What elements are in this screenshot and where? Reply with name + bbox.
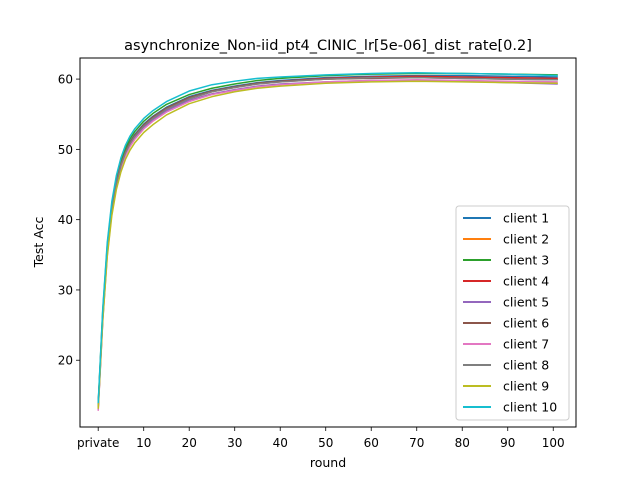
legend-item: client 5 [463, 295, 549, 310]
y-tick-label: 20 [58, 354, 73, 368]
legend-item: client 9 [463, 379, 549, 394]
legend-label: client 7 [503, 337, 549, 352]
legend-item: client 4 [463, 274, 549, 289]
x-tick-label: 20 [182, 436, 197, 450]
plot-frame [79, 57, 577, 428]
legend-label: client 10 [503, 400, 557, 415]
x-tick-label: private [77, 436, 119, 450]
legend-items: client 1 client 2 client 3 client 4 client 5… [463, 211, 557, 415]
y-tick-label: 50 [58, 143, 73, 157]
series-line-9 [97, 80, 558, 409]
x-tick-label: 100 [542, 436, 565, 450]
legend: client 1 client 2 client 3 client 4 client 5… [455, 205, 570, 421]
series-line-10 [97, 72, 558, 404]
chart-title: asynchronize_Non-iid_pt4_CINIC_lr[5e-06]… [124, 38, 532, 54]
legend-label: client 1 [503, 211, 549, 226]
legend-label: client 6 [503, 316, 549, 331]
x-tick-label: 10 [136, 436, 151, 450]
legend-item: client 8 [463, 358, 549, 373]
x-axis: private 10 20 30 40 50 60 70 80 90 100 [77, 427, 565, 450]
x-axis-label: round [310, 455, 346, 470]
legend-item: client 10 [463, 400, 557, 415]
x-tick-label: 30 [227, 436, 242, 450]
legend-label: client 5 [503, 295, 549, 310]
y-tick-label: 30 [58, 283, 73, 297]
x-tick-label: 60 [364, 436, 379, 450]
legend-item: client 3 [463, 253, 549, 268]
x-tick-label: 80 [455, 436, 470, 450]
x-tick-label: 90 [500, 436, 515, 450]
x-tick-label: 70 [409, 436, 424, 450]
y-tick-label: 60 [58, 73, 73, 87]
y-axis-label: Test Acc [31, 217, 46, 269]
series-lines [97, 72, 558, 411]
x-tick-label: 40 [273, 436, 288, 450]
legend-label: client 9 [503, 379, 549, 394]
legend-label: client 3 [503, 253, 549, 268]
legend-label: client 8 [503, 358, 549, 373]
legend-item: client 2 [463, 232, 549, 247]
legend-item: client 7 [463, 337, 549, 352]
series-line-8 [97, 76, 558, 408]
legend-label: client 4 [503, 274, 549, 289]
y-axis: 20 30 40 50 60 [58, 73, 80, 368]
legend-item: client 1 [463, 211, 549, 226]
legend-label: client 2 [503, 232, 549, 247]
x-tick-label: 50 [318, 436, 333, 450]
legend-item: client 6 [463, 316, 549, 331]
y-tick-label: 40 [58, 213, 73, 227]
